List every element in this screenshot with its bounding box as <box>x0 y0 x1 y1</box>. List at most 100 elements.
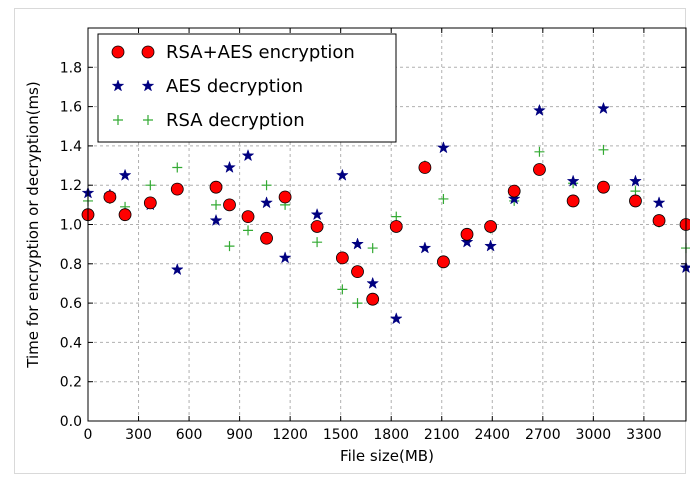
legend-marker <box>141 45 155 59</box>
legend-entry-rsa-decryption: RSA decryption <box>113 110 305 131</box>
plot-area-border <box>87 27 687 422</box>
data-point <box>679 218 690 231</box>
data-point <box>484 239 498 252</box>
x-axis-label: File size(MB) <box>340 447 434 465</box>
x-tick-label: 1200 <box>272 427 308 443</box>
data-point <box>170 182 184 196</box>
data-point <box>260 231 273 245</box>
data-point <box>103 190 117 204</box>
y-tick-label: 0.4 <box>60 335 82 351</box>
data-point <box>278 251 292 264</box>
legend-marker <box>111 79 125 92</box>
legend-marker <box>111 45 125 59</box>
x-tick-label: 2400 <box>474 427 510 443</box>
y-tick-label: 1.4 <box>60 139 82 155</box>
data-point <box>598 144 609 155</box>
data-point <box>170 262 184 276</box>
data-point <box>366 276 380 289</box>
data-point <box>418 241 432 254</box>
legend-label: RSA decryption <box>166 110 305 131</box>
data-point <box>351 265 364 279</box>
data-points <box>81 101 690 325</box>
series-0 <box>81 161 690 306</box>
data-point <box>418 161 432 174</box>
data-point <box>143 196 157 210</box>
y-tick-label: 1.6 <box>60 100 82 116</box>
data-point <box>261 180 272 191</box>
data-point <box>566 194 580 208</box>
x-tick-label: 2100 <box>424 427 460 443</box>
data-point <box>484 220 497 233</box>
data-point <box>211 199 222 210</box>
legend-marker <box>143 115 153 125</box>
data-point <box>352 298 363 309</box>
legend-entry-aes-decryption: AES decryption <box>111 76 303 97</box>
y-tick-label: 0.6 <box>60 296 82 312</box>
data-point <box>436 141 450 154</box>
data-point <box>223 198 236 212</box>
data-point <box>260 196 273 209</box>
data-point <box>597 101 610 115</box>
axis-ticks: 0 300 600 900 1200 1500 1800 2100 2400 2700 3000 33… <box>60 28 686 443</box>
data-point <box>437 255 450 269</box>
x-tick-label: 1500 <box>323 427 359 443</box>
data-point <box>534 146 545 157</box>
legend-marker <box>141 79 155 92</box>
data-point <box>389 312 403 325</box>
data-point <box>278 190 292 204</box>
y-tick-label: 1.8 <box>60 60 82 76</box>
data-point <box>366 292 380 306</box>
data-point <box>652 196 666 209</box>
data-point <box>224 241 235 252</box>
data-point <box>630 186 641 197</box>
data-point <box>145 180 156 191</box>
data-point <box>172 162 183 173</box>
data-point <box>310 207 324 221</box>
x-tick-label: 300 <box>125 427 152 443</box>
data-point <box>223 160 236 173</box>
y-tick-label: 0.2 <box>60 375 82 391</box>
data-point <box>335 251 349 265</box>
data-point <box>118 168 132 181</box>
legend-label: AES decryption <box>166 76 303 97</box>
y-tick-label: 1.0 <box>60 218 82 234</box>
x-tick-label: 0 <box>84 427 93 443</box>
x-tick-label: 600 <box>176 427 203 443</box>
legend-label: RSA+AES encryption <box>166 42 355 63</box>
data-point <box>118 208 132 222</box>
data-point <box>533 103 546 116</box>
series-2 <box>83 144 690 309</box>
data-point <box>367 243 378 254</box>
y-tick-label: 0.0 <box>60 414 82 430</box>
data-point <box>389 220 403 233</box>
data-point <box>566 174 580 187</box>
legend-entry-rsa-aes-encryption: RSA+AES encryption <box>111 42 355 63</box>
data-point <box>629 194 642 208</box>
data-point <box>310 220 324 233</box>
x-tick-label: 3300 <box>626 427 662 443</box>
data-point <box>507 192 521 205</box>
legend: RSA+AES encryption AES decryption RSA de… <box>97 33 397 143</box>
data-point <box>597 180 610 194</box>
y-tick-label: 1.2 <box>60 178 82 194</box>
data-point <box>460 235 474 248</box>
data-point <box>533 163 546 176</box>
data-point <box>209 180 223 194</box>
data-point <box>312 237 323 248</box>
data-point <box>438 193 449 204</box>
data-point <box>507 184 521 198</box>
x-tick-label: 1800 <box>373 427 409 443</box>
data-point <box>652 214 666 227</box>
data-point <box>460 227 474 241</box>
data-point <box>629 174 642 187</box>
x-tick-label: 2700 <box>525 427 561 443</box>
data-point <box>391 211 402 222</box>
data-point <box>335 168 349 181</box>
y-tick-label: 0.8 <box>60 257 82 273</box>
data-point <box>241 210 255 224</box>
legend-marker <box>113 115 123 125</box>
data-point <box>241 148 255 162</box>
y-axis-label: Time for encryption or decryption(ms) <box>24 81 42 368</box>
x-tick-label: 3000 <box>576 427 612 443</box>
